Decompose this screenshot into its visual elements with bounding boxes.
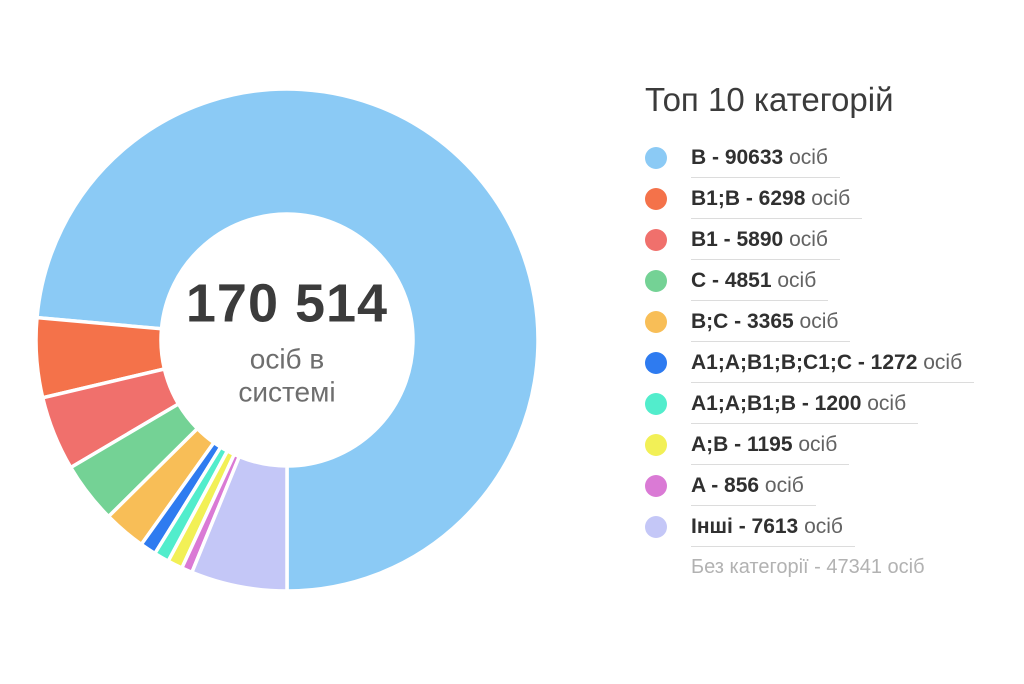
legend-color-dot [645,270,667,292]
donut-chart: 170 514 осіб в системі [27,80,547,600]
legend-item-label: C - 4851 [691,269,772,292]
legend-item-unit: осіб [805,187,851,210]
donut-svg [34,87,540,593]
legend-item-unit: осіб [793,310,839,333]
legend-item: A1;A;B1;B;C1;C - 1272 осіб [645,351,1017,383]
legend-color-dot [645,393,667,415]
legend-item-unit: осіб [771,269,817,292]
legend-item-unit: осіб [783,146,828,169]
legend-item-label: B;C - 3365 [691,310,794,333]
legend-color-dot [645,475,667,497]
legend-item: Інші - 7613 осіб [645,515,1017,547]
legend-list: B - 90633 осіб B1;B - 6298 осіб B1 - 589… [645,146,1017,547]
legend-item: A1;A;B1;B - 1200 осіб [645,392,1017,424]
legend-item: A;B - 1195 осіб [645,433,1017,465]
legend-item-text: C - 4851 осіб [691,269,829,301]
legend-item-label: A - 856 [691,474,760,497]
legend-item-text: A1;A;B1;B;C1;C - 1272 осіб [691,351,975,383]
legend-item: A - 856 осіб [645,474,1017,506]
legend-item-unit: осіб [798,515,843,538]
legend-item-text: A - 856 осіб [691,474,816,506]
legend-item-text: B1 - 5890 осіб [691,228,840,260]
legend-item-label: B1 - 5890 [691,228,784,251]
legend-item-label: A1;A;B1;B - 1200 [691,392,862,415]
legend-color-dot [645,229,667,251]
legend-item-label: B - 90633 [691,146,784,169]
legend: Топ 10 категорій B - 90633 осіб B1;B - 6… [645,82,1017,579]
legend-item-label: Інші - 7613 [691,515,799,538]
legend-item-unit: осіб [783,228,828,251]
legend-item-text: Інші - 7613 осіб [691,515,855,547]
legend-item: B - 90633 осіб [645,146,1017,178]
legend-item-text: B1;B - 6298 осіб [691,187,863,219]
legend-color-dot [645,516,667,538]
legend-color-dot [645,311,667,333]
legend-item: C - 4851 осіб [645,269,1017,301]
donut-segment-B [35,87,540,593]
legend-color-dot [645,188,667,210]
legend-item-text: B - 90633 осіб [691,146,840,178]
donut-segment-Інші [189,454,289,593]
legend-item-label: A;B - 1195 [691,433,793,456]
legend-item-label: A1;A;B1;B;C1;C - 1272 [691,351,918,374]
legend-color-dot [645,352,667,374]
legend-item: B;C - 3365 осіб [645,310,1017,342]
legend-item-unit: осіб [759,474,804,497]
legend-color-dot [645,434,667,456]
legend-item: B1;B - 6298 осіб [645,187,1017,219]
legend-color-dot [645,147,667,169]
legend-item: B1 - 5890 осіб [645,228,1017,260]
legend-item-text: A1;A;B1;B - 1200 осіб [691,392,919,424]
legend-item-unit: осіб [861,392,907,415]
legend-item-unit: осіб [917,351,963,374]
legend-item-unit: осіб [792,433,838,456]
legend-title: Топ 10 категорій [645,81,894,118]
uncategorized-note: Без категорії - 47341 осіб [691,556,925,578]
legend-item-text: A;B - 1195 осіб [691,433,850,465]
legend-item-label: B1;B - 6298 [691,187,806,210]
legend-item-text: B;C - 3365 осіб [691,310,851,342]
